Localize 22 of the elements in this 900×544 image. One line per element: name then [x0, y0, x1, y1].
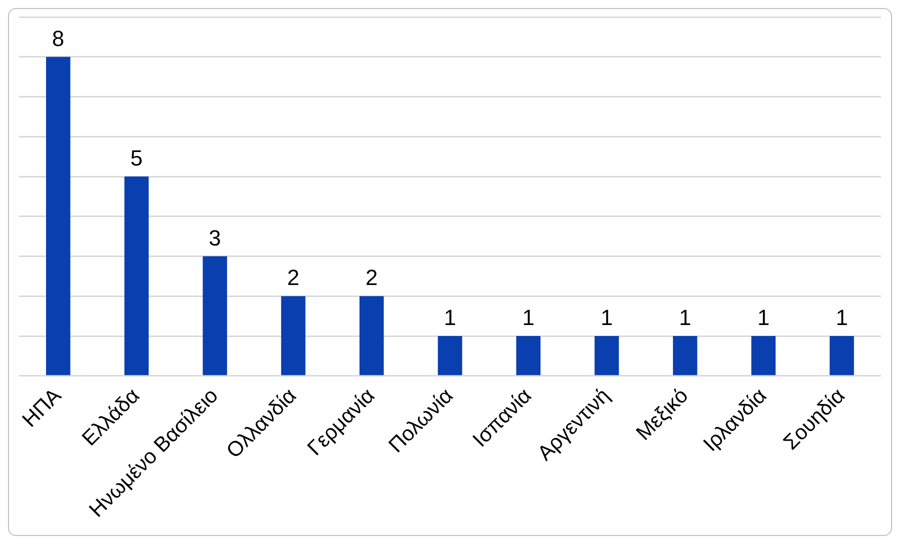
data-label: 1	[522, 305, 534, 330]
bar	[281, 296, 306, 376]
bar	[516, 336, 541, 376]
data-label: 1	[444, 305, 456, 330]
bar	[202, 256, 228, 376]
data-label: 8	[52, 26, 64, 51]
bar	[751, 336, 776, 376]
bar	[594, 336, 619, 376]
data-label: 1	[757, 305, 770, 330]
data-label: 1	[678, 305, 692, 330]
bar	[359, 296, 384, 376]
data-label: 5	[130, 146, 143, 171]
data-label: 2	[366, 265, 378, 290]
data-label: 1	[836, 305, 848, 330]
data-label: 3	[208, 225, 222, 250]
data-label: 2	[287, 265, 300, 290]
bar	[830, 336, 854, 376]
bar	[672, 336, 698, 376]
bar	[46, 56, 70, 376]
bar	[124, 176, 149, 376]
bar	[438, 336, 462, 376]
data-label: 1	[600, 305, 613, 330]
